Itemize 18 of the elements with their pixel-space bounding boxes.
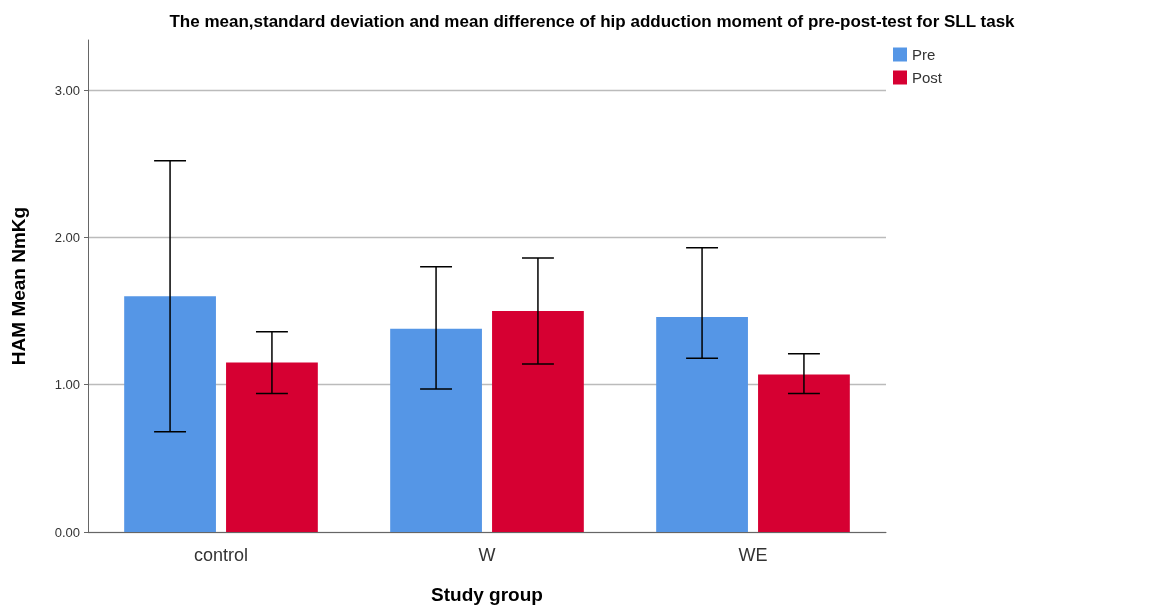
x-axis-title: Study group (431, 584, 543, 605)
y-axis-title: HAM Mean NmKg (8, 206, 29, 366)
chart-title: The mean,standard deviation and mean difference of hip adduction moment of pre-post-test for SLL task (169, 12, 1016, 31)
legend-label: Pre (912, 46, 936, 63)
x-tick-label: WE (738, 545, 768, 565)
bar (656, 316, 748, 532)
bar (492, 311, 584, 532)
y-tick-label: 2.00 (54, 229, 80, 245)
y-tick-label: 3.00 (54, 82, 80, 98)
legend-label: Post (912, 69, 943, 86)
bar (124, 296, 216, 532)
x-tick-label: W (478, 545, 496, 565)
bar (226, 362, 318, 532)
x-tick-label: control (193, 545, 249, 565)
y-tick-label: 0.00 (54, 524, 80, 540)
bar (390, 328, 482, 532)
bar (758, 374, 850, 532)
y-tick-label: 1.00 (54, 377, 80, 393)
